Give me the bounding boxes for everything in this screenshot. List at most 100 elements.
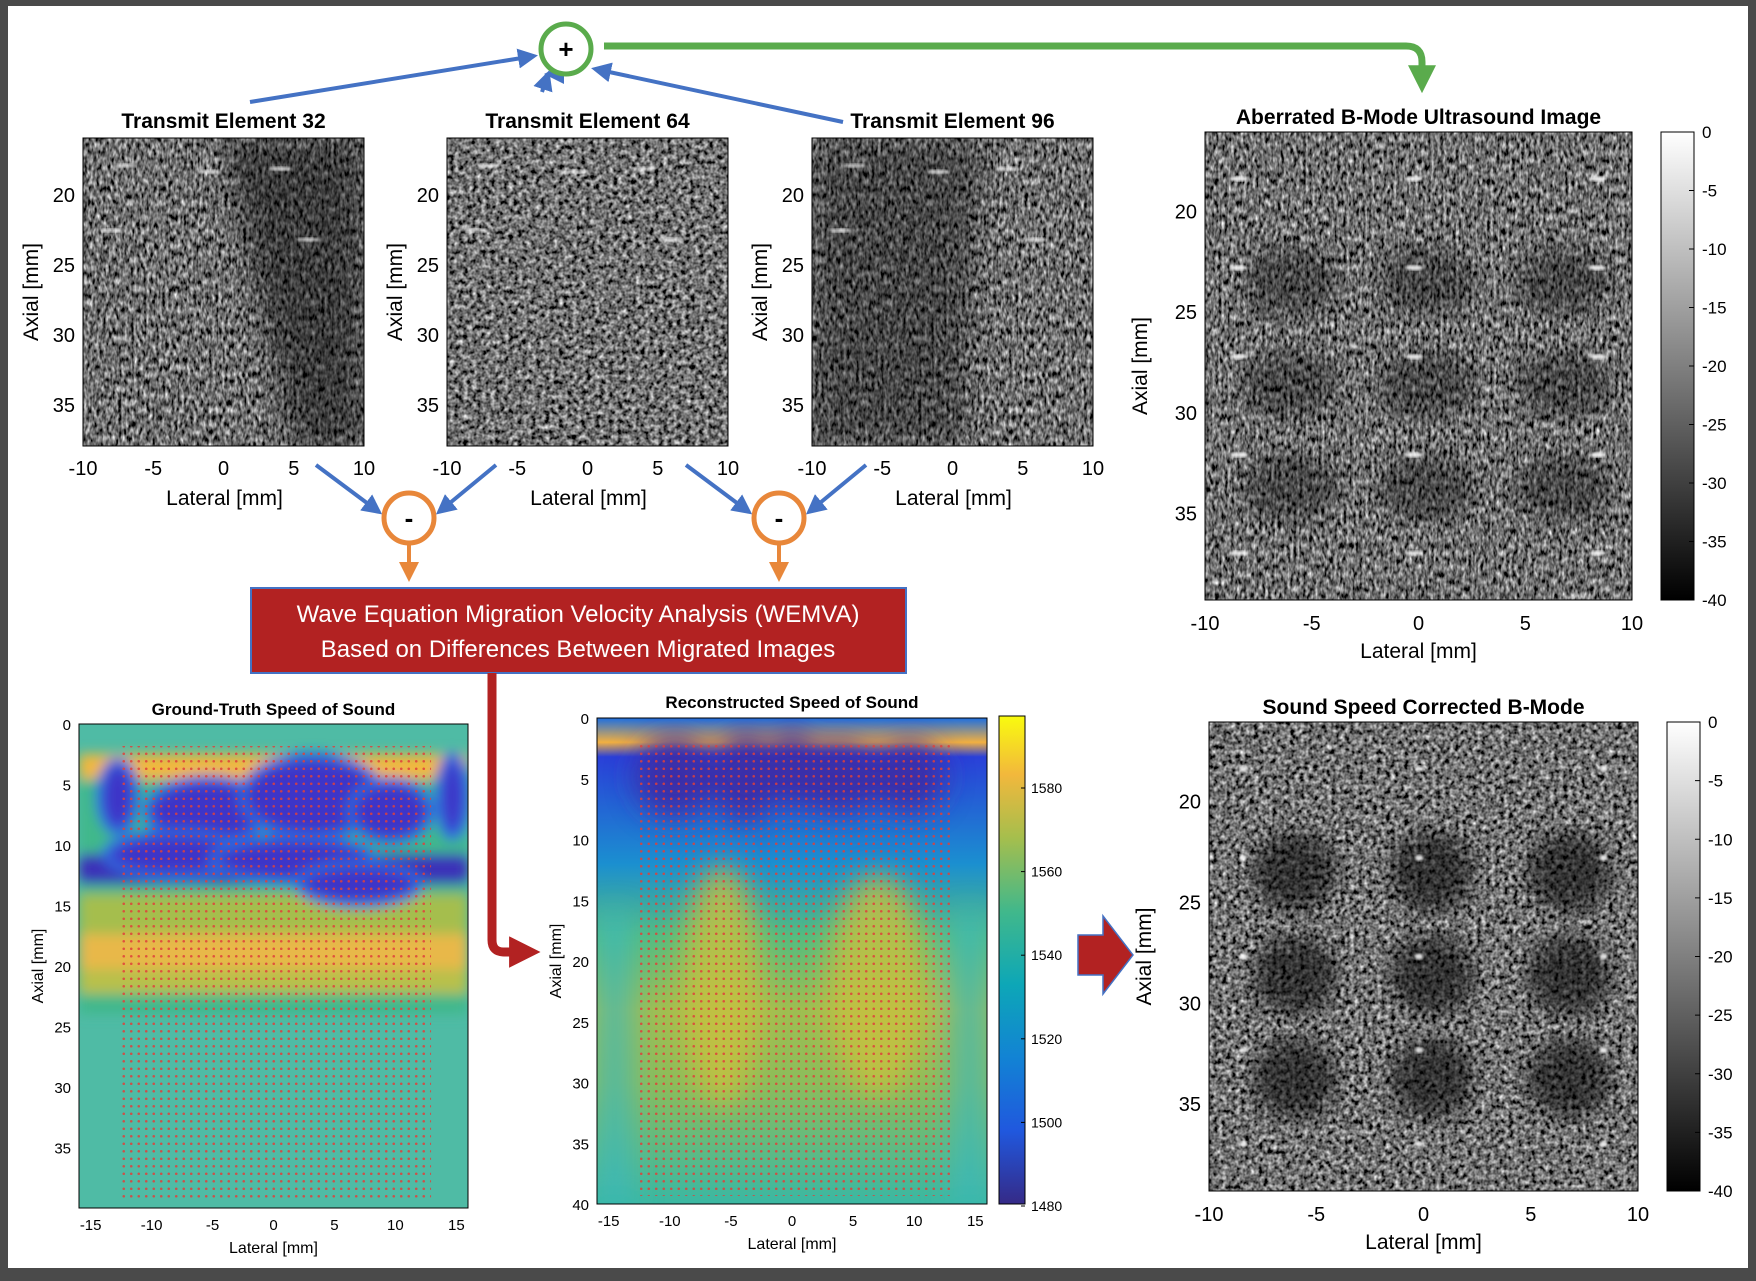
- x-tick-label: -10: [1191, 613, 1220, 635]
- colorbar-tick-label: -30: [1708, 1065, 1733, 1084]
- x-tick-label: 15: [448, 1217, 465, 1234]
- y-tick-label: 15: [572, 893, 589, 910]
- transmit-panel-1: Transmit Element 32 -10 -5 0 5 10 20 25 30 35 Late…: [20, 110, 375, 510]
- x-tick-label: -5: [1303, 613, 1321, 635]
- point-target: [1415, 765, 1424, 772]
- cyst: [1242, 453, 1339, 522]
- point-target: [1239, 855, 1248, 862]
- x-tick-label: 5: [330, 1217, 338, 1234]
- point-reflector: [113, 163, 138, 168]
- colorbar-tick-label: -35: [1702, 533, 1727, 552]
- point-reflector: [842, 163, 867, 168]
- colorbar-tick-label: -10: [1708, 830, 1733, 849]
- y-tick-label: 20: [53, 185, 75, 207]
- difference-symbol: -: [775, 503, 784, 533]
- colorbar-tick-label: -5: [1702, 182, 1717, 201]
- point-target: [1415, 1047, 1424, 1054]
- point-target: [1230, 176, 1249, 182]
- point-target: [1599, 953, 1608, 960]
- x-axis-label: Lateral [mm]: [229, 1240, 318, 1257]
- point-reflector: [996, 166, 1021, 171]
- point-target: [1588, 452, 1607, 458]
- point-target: [1405, 265, 1424, 271]
- y-tick-label: 35: [782, 395, 804, 417]
- diff-input-arrow: [314, 463, 383, 515]
- colorbar-tick-label: -30: [1702, 474, 1727, 493]
- colorbar-tick-label: -20: [1708, 948, 1733, 967]
- cyst: [1527, 1038, 1612, 1119]
- colorbar-tick-label: -5: [1708, 772, 1723, 791]
- diff-input-arrow: [684, 463, 753, 515]
- y-tick-label: 20: [572, 954, 589, 971]
- colorbar-tick-label: 1500: [1031, 1114, 1062, 1130]
- colorbar-tick-label: 1580: [1031, 780, 1062, 796]
- point-reflector: [99, 228, 124, 233]
- point-reflector: [828, 228, 853, 233]
- y-tick-label: 30: [53, 325, 75, 347]
- x-tick-label: -10: [69, 458, 98, 480]
- y-tick-label: 30: [54, 1080, 71, 1097]
- x-axis-label: Lateral [mm]: [1360, 640, 1477, 663]
- wemva-output-arrow: [487, 673, 541, 968]
- point-target: [1239, 1141, 1248, 1148]
- point-target: [1588, 265, 1607, 271]
- y-tick-label: 30: [1179, 993, 1201, 1015]
- bmode-title: Aberrated B-Mode Ultrasound Image: [1236, 106, 1601, 129]
- x-tick-label: -10: [659, 1213, 681, 1230]
- cyst: [1390, 1038, 1475, 1119]
- panel-border: [82, 137, 365, 447]
- x-tick-label: 10: [1621, 613, 1643, 635]
- x-tick-label: -5: [508, 458, 526, 480]
- x-tick-label: -15: [80, 1217, 102, 1234]
- point-target: [1405, 452, 1424, 458]
- point-target: [1599, 1141, 1608, 1148]
- point-target: [1239, 1047, 1248, 1054]
- y-tick-label: 25: [1179, 893, 1201, 915]
- x-tick-label: 0: [1413, 613, 1424, 635]
- point-reflector: [197, 169, 222, 174]
- point-target: [1405, 354, 1424, 360]
- difference-node: [381, 490, 437, 546]
- x-tick-label: 10: [387, 1217, 404, 1234]
- y-axis-label: Axial [mm]: [1129, 317, 1152, 415]
- y-tick-label: 30: [417, 325, 439, 347]
- colorbar-tick-label: -10: [1702, 240, 1727, 259]
- x-axis-label: Lateral [mm]: [1365, 1231, 1482, 1254]
- point-reflector: [477, 163, 502, 168]
- y-tick-label: 30: [572, 1076, 589, 1093]
- bmode-title: Sound Speed Corrected B-Mode: [1262, 696, 1584, 719]
- panel-border: [446, 137, 729, 447]
- y-tick-label: 20: [417, 185, 439, 207]
- wemva-line-1: Wave Equation Migration Velocity Analysi…: [297, 601, 860, 628]
- point-target: [1588, 550, 1607, 556]
- point-reflector: [659, 237, 684, 242]
- transmit-panel-title: Transmit Element 32: [121, 110, 325, 133]
- point-target: [1588, 176, 1607, 182]
- point-target: [1239, 765, 1248, 772]
- cyst: [1515, 453, 1612, 522]
- x-tick-label: -10: [798, 458, 827, 480]
- point-target: [1415, 855, 1424, 862]
- sos-title: Reconstructed Speed of Sound: [665, 693, 918, 712]
- x-tick-label: 10: [1082, 458, 1104, 480]
- point-target: [1405, 176, 1424, 182]
- colorbar-tick-label: -40: [1702, 591, 1727, 610]
- x-tick-label: -5: [1307, 1204, 1325, 1226]
- y-axis-label: Axial [mm]: [20, 243, 43, 341]
- cyst: [1242, 247, 1339, 316]
- sensor-dot-grid: [637, 740, 950, 1196]
- y-axis-label: Axial [mm]: [749, 243, 772, 341]
- x-tick-label: 0: [947, 458, 958, 480]
- transmit-speckle-image: [447, 138, 728, 446]
- colorbar-tick-label: 0: [1702, 123, 1711, 142]
- y-axis-label: Axial [mm]: [30, 929, 47, 1004]
- bmode-speckle-image: [1205, 132, 1632, 600]
- y-tick-label: 25: [782, 255, 804, 277]
- y-tick-label: 15: [54, 899, 71, 916]
- y-tick-label: 0: [581, 711, 589, 728]
- grayscale-colorbar: [1666, 721, 1701, 1192]
- x-tick-label: 5: [1017, 458, 1028, 480]
- sos-map: [79, 724, 468, 1208]
- x-tick-label: -5: [206, 1217, 219, 1234]
- y-tick-label: 25: [53, 255, 75, 277]
